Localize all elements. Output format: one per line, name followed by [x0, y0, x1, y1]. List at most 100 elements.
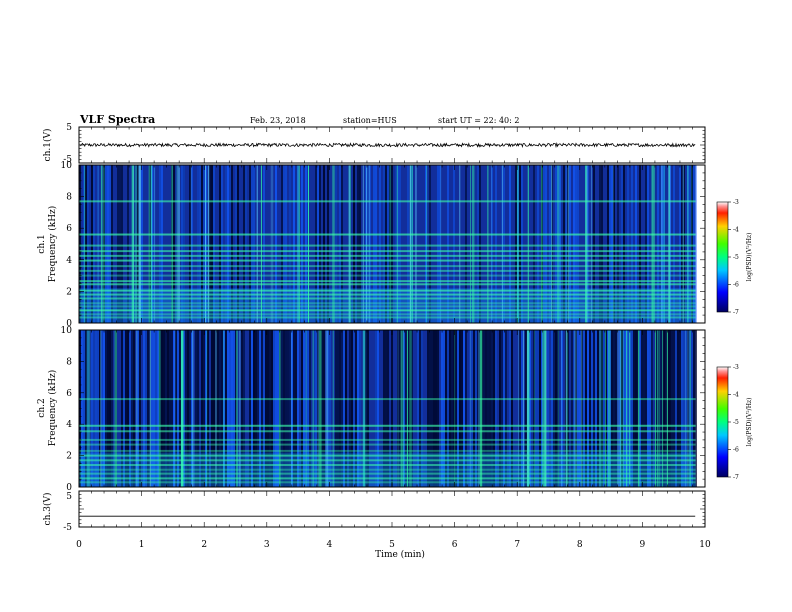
sferic-burst [557, 165, 559, 323]
ch1-waveform-ylabel: ch.1(V) [42, 129, 53, 162]
interference-line [79, 443, 696, 446]
spectrogram-column [457, 330, 459, 487]
spectrogram-column [343, 165, 345, 323]
spectrogram-column [165, 330, 167, 487]
spectrogram-column [621, 330, 623, 487]
spectrogram-column [497, 330, 499, 487]
spectrogram-column [445, 330, 447, 487]
spectrogram-column [179, 330, 181, 487]
spectrogram-column [565, 165, 567, 323]
sferic-burst [490, 165, 492, 323]
spectrogram-column [111, 330, 113, 487]
spectrogram-column [279, 165, 281, 323]
spectrogram-column [175, 165, 177, 323]
interference-line [79, 269, 696, 272]
spectrogram-column [365, 330, 367, 487]
spectrogram-column [557, 330, 559, 487]
spectrogram-column [513, 165, 515, 323]
spectrogram-column [405, 165, 407, 323]
spectrogram-column [353, 165, 355, 323]
spectrogram-column [391, 330, 393, 487]
spectrogram-column [637, 165, 639, 323]
ch1-frequency-ylabel: Frequency (kHz) [47, 206, 58, 283]
spectrogram-column [683, 330, 685, 487]
spectrogram-column [495, 330, 497, 487]
spectrogram-column [267, 165, 269, 323]
spectrogram-column [665, 165, 667, 323]
spectrogram-column [381, 330, 383, 487]
spectrogram-column [511, 330, 513, 487]
spectrogram-column [89, 330, 91, 487]
sferic-burst [626, 330, 628, 487]
ch3-waveform-frame [78, 490, 706, 528]
interference-line [79, 293, 696, 296]
spectrogram-column [451, 330, 453, 487]
spectrogram-column [381, 165, 383, 323]
spectrogram-column [277, 165, 279, 323]
spectrogram-column [387, 165, 389, 323]
spectrogram-column [123, 165, 125, 323]
spectrogram-column [465, 330, 467, 487]
spectrogram-column [201, 165, 203, 323]
sferic-burst [687, 330, 689, 487]
colorbar-tick-label: -7 [733, 309, 739, 316]
spectrogram-column [263, 165, 265, 323]
spectrogram-column [667, 165, 669, 323]
spectrogram-column [689, 165, 691, 323]
sferic-burst [565, 330, 567, 487]
spectrogram-column [549, 165, 551, 323]
spectrogram-column [567, 165, 569, 323]
ch1-colorbar-label: log(PSD)(V²/Hz) [746, 233, 753, 282]
sferic-burst [206, 330, 208, 487]
spectrogram-column [145, 165, 147, 323]
frequency-tick-label: 6 [66, 389, 72, 399]
spectrogram-column [665, 330, 667, 487]
sferic-burst [560, 330, 562, 487]
spectrogram-column [615, 330, 617, 487]
date-label: Feb. 23, 2018 [250, 116, 306, 125]
spectrogram-column [487, 330, 489, 487]
spectrogram-column [187, 165, 189, 323]
spectrogram-column [449, 330, 451, 487]
spectrogram-column [205, 330, 207, 487]
spectrogram-column [91, 165, 93, 323]
spectrogram-column [163, 330, 165, 487]
interference-line [79, 472, 696, 475]
spectrogram-column [145, 330, 147, 487]
sferic-burst [100, 330, 102, 487]
spectrogram-column [529, 330, 531, 487]
spectrogram-column [321, 165, 323, 323]
sferic-burst [368, 165, 370, 323]
spectrogram-column [371, 165, 373, 323]
spectrogram-column [369, 330, 371, 487]
spectrogram-column [225, 165, 227, 323]
spectrogram-column [189, 330, 191, 487]
spectrogram-column [295, 330, 297, 487]
spectrogram-column [99, 165, 101, 323]
spectrogram-column [123, 330, 125, 487]
ch3-waveform-ylabel: ch.3(V) [42, 493, 53, 526]
spectrogram-column [199, 330, 201, 487]
sferic-burst [544, 330, 546, 487]
sferic-burst [348, 165, 350, 323]
spectrogram-column [431, 165, 433, 323]
spectrogram-column [465, 165, 467, 323]
spectrogram-column [121, 165, 123, 323]
sferic-burst [617, 330, 619, 487]
spectrogram-column [483, 165, 485, 323]
spectrogram-column [627, 165, 629, 323]
spectrogram-column [393, 165, 395, 323]
sferic-burst [655, 330, 657, 487]
spectrogram-column [359, 165, 361, 323]
spectrogram-column [693, 165, 695, 323]
spectrogram-column [281, 330, 283, 487]
spectrogram-column [361, 330, 363, 487]
spectrogram-column [631, 165, 633, 323]
spectrogram-column [195, 330, 197, 487]
spectrogram-column [455, 165, 457, 323]
spectrogram-column [575, 165, 577, 323]
sferic-burst [154, 165, 156, 323]
time-tick-label: 5 [389, 540, 395, 550]
sferic-burst [470, 330, 472, 487]
spectrogram-column [523, 165, 525, 323]
